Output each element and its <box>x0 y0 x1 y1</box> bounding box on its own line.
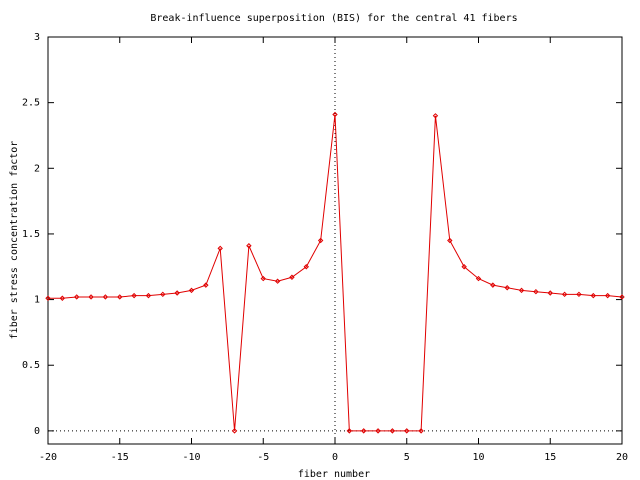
data-point <box>260 275 266 282</box>
y-axis-label: fiber stress concentration factor <box>9 141 20 340</box>
x-tick-label: 20 <box>616 452 628 463</box>
data-point <box>360 428 367 434</box>
data-point <box>117 294 123 300</box>
data-point <box>45 295 51 301</box>
y-tick-label: 2.5 <box>22 98 40 109</box>
data-point <box>303 264 310 270</box>
data-point <box>102 294 109 300</box>
data-point <box>332 111 338 118</box>
data-point <box>533 288 539 295</box>
data-point <box>604 292 611 299</box>
x-tick-label: -15 <box>111 452 129 463</box>
x-tick-label: 5 <box>404 452 410 463</box>
y-tick-label: 0.5 <box>22 360 40 371</box>
data-point <box>174 290 180 296</box>
x-tick-label: 15 <box>544 452 556 463</box>
data-point <box>289 274 295 280</box>
data-point <box>188 287 195 294</box>
data-point <box>432 113 439 119</box>
data-point <box>231 428 238 434</box>
data-point <box>160 291 166 298</box>
data-point <box>404 428 410 434</box>
data-point <box>217 245 223 252</box>
data-point <box>317 237 324 244</box>
data-point <box>547 290 553 296</box>
data-point <box>375 428 381 434</box>
data-point <box>461 264 467 270</box>
data-point <box>131 292 137 299</box>
x-tick-label: 10 <box>472 452 484 463</box>
data-point <box>447 237 453 244</box>
data-point <box>73 294 80 300</box>
data-point <box>490 282 496 288</box>
data-point <box>274 278 281 284</box>
data-point <box>475 275 482 282</box>
x-tick-label: 0 <box>332 452 338 463</box>
series-line <box>48 114 623 432</box>
data-point <box>59 295 66 301</box>
x-tick-label: -5 <box>257 452 269 463</box>
data-point <box>619 294 625 300</box>
data-point <box>504 285 510 291</box>
data-point <box>590 292 597 299</box>
y-tick-label: 1.5 <box>22 229 40 240</box>
data-point <box>418 428 424 434</box>
y-tick-label: 3 <box>34 32 40 43</box>
y-tick-label: 0 <box>34 426 40 437</box>
x-axis-label: fiber number <box>298 469 370 480</box>
data-point <box>389 428 396 434</box>
y-tick-label: 2 <box>34 163 40 174</box>
x-tick-label: -10 <box>182 452 200 463</box>
y-tick-label: 1 <box>34 295 40 306</box>
data-point <box>346 428 353 434</box>
data-point <box>561 291 568 298</box>
data-point <box>518 287 525 294</box>
data-point <box>145 292 152 299</box>
x-tick-label: -20 <box>39 452 57 463</box>
data-point <box>88 294 94 300</box>
data-point <box>203 282 209 288</box>
chart-title: Break-influence superposition (BIS) for … <box>150 13 517 24</box>
data-point <box>246 243 252 249</box>
data-point <box>576 291 582 298</box>
